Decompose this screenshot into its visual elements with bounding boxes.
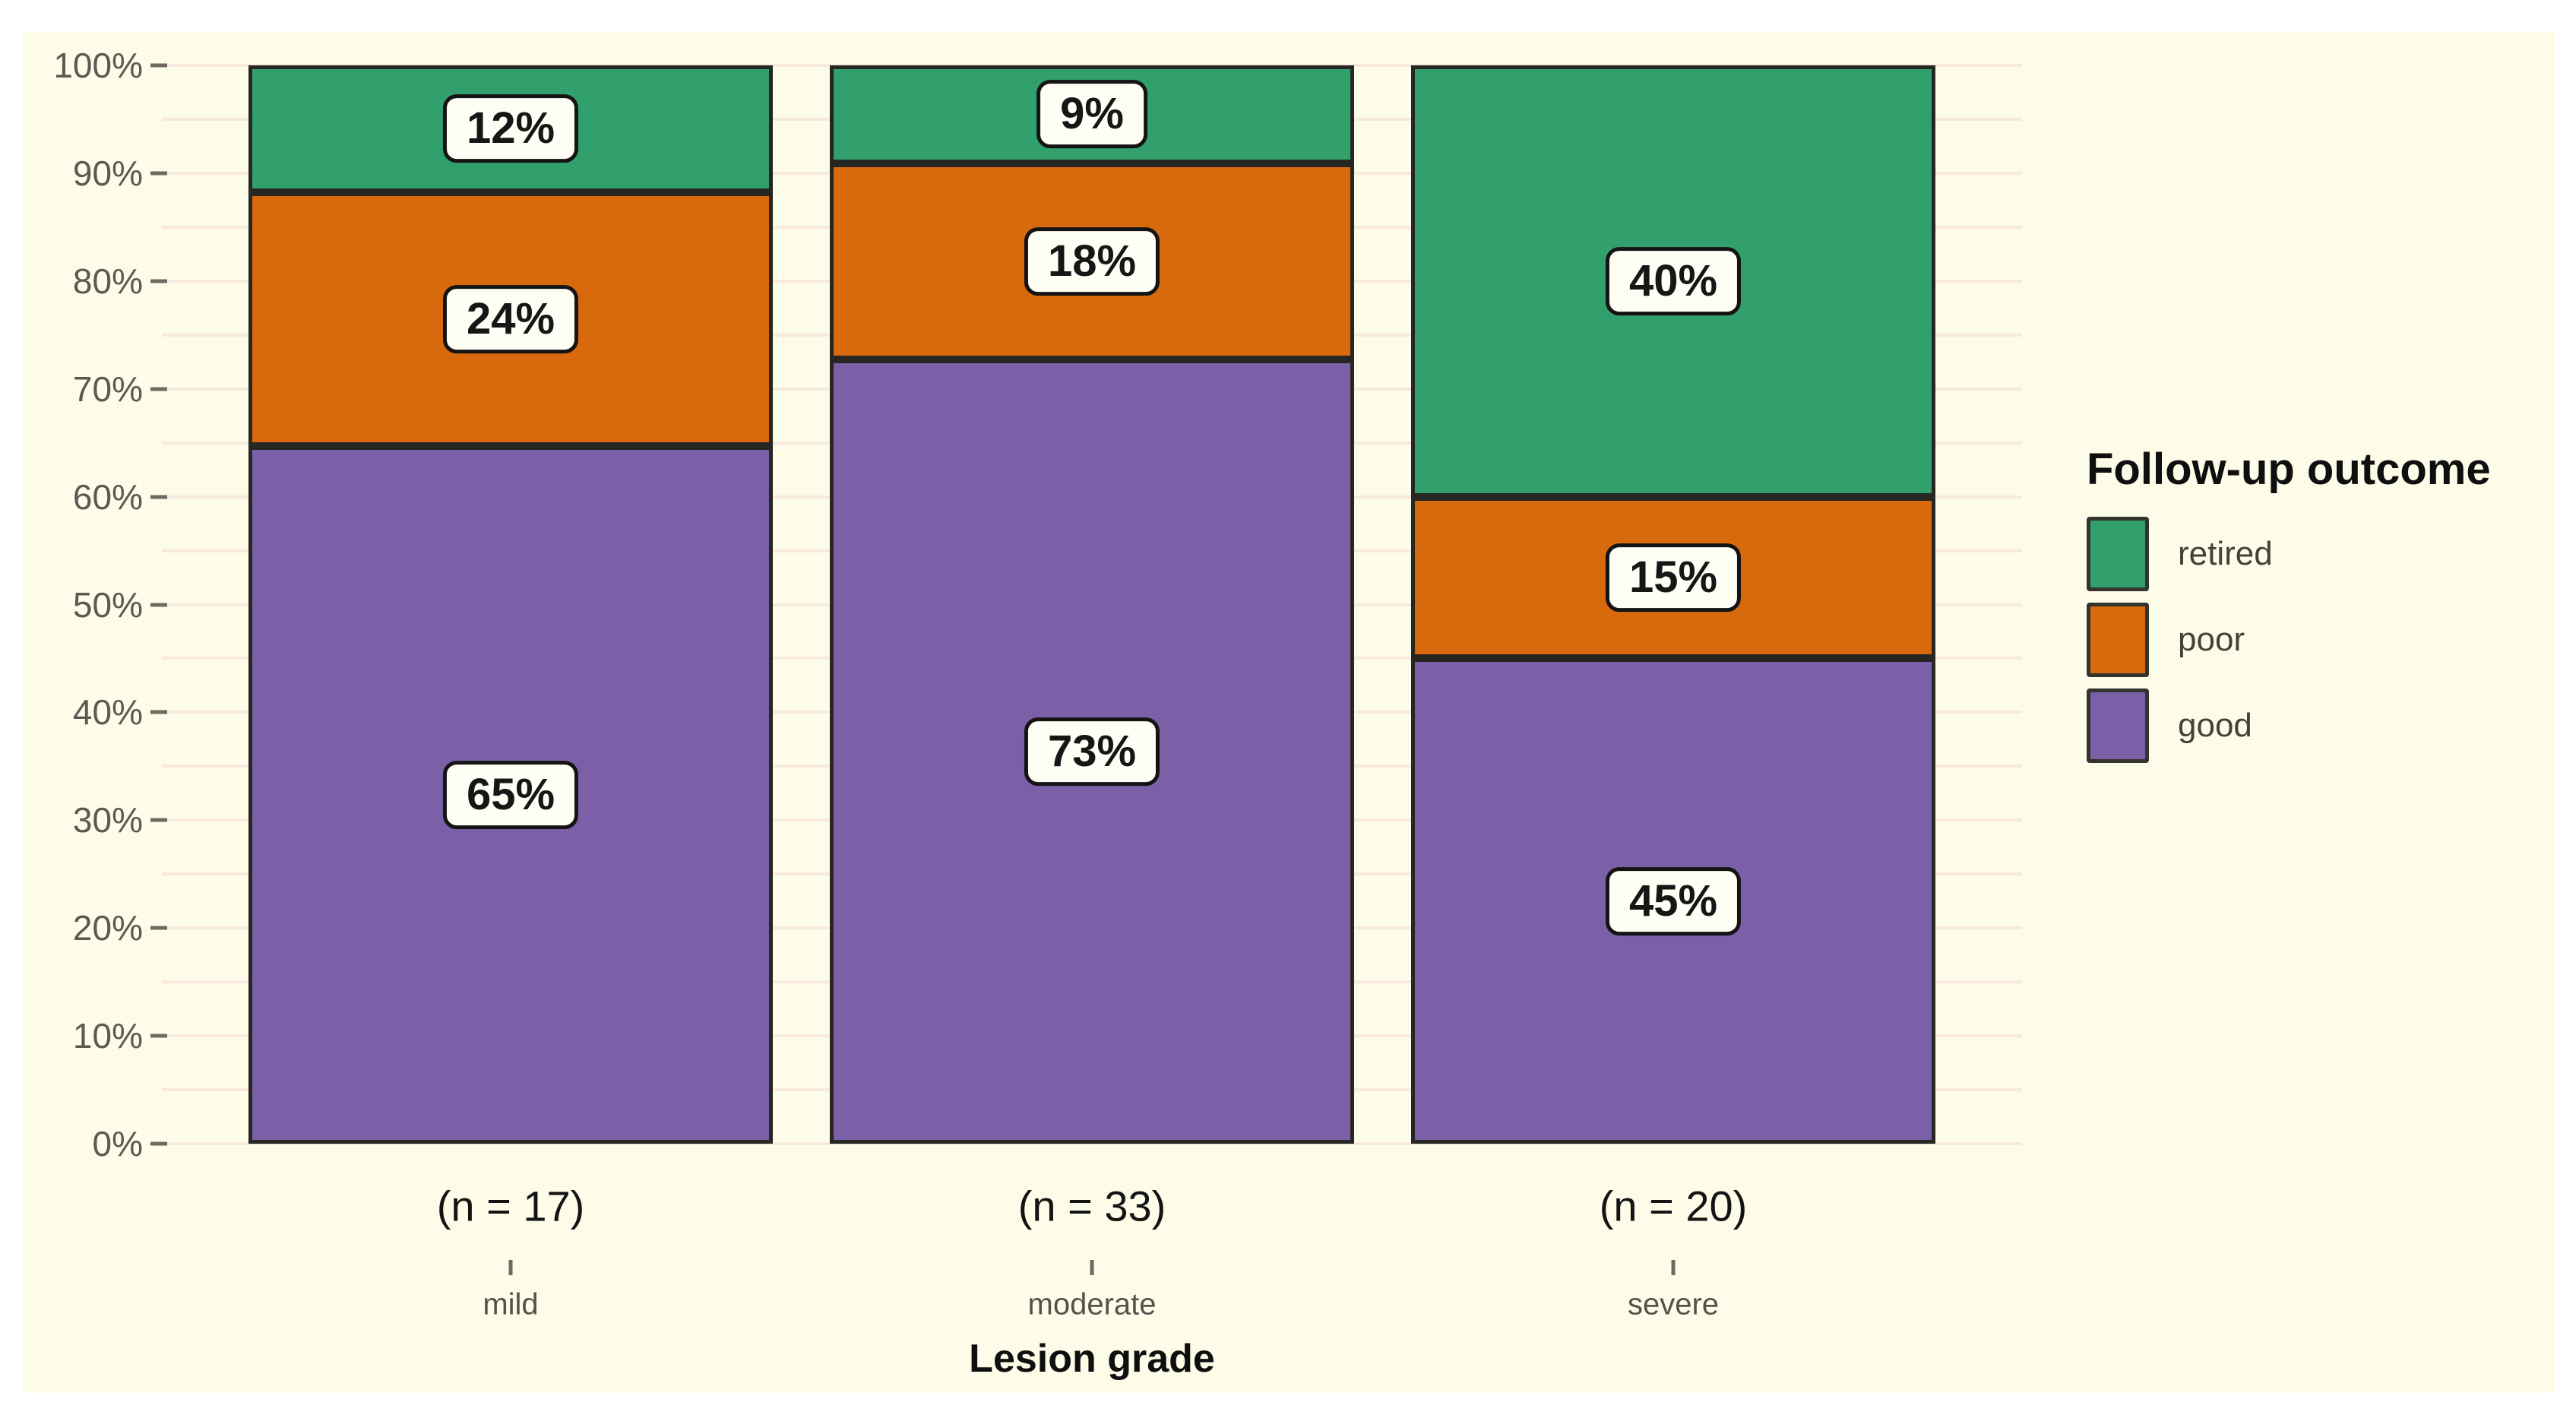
y-tick-mark-60 <box>150 495 167 499</box>
y-tick-mark-20 <box>150 926 167 930</box>
y-tick-label-30: 30% <box>72 800 143 840</box>
bar-value-label-moderate-good: 73% <box>1024 717 1160 786</box>
y-tick-mark-70 <box>150 387 167 391</box>
y-tick-label-90: 90% <box>72 153 143 193</box>
legend-item-good: good <box>2087 688 2491 763</box>
bar-value-label-severe-retired: 40% <box>1605 246 1742 315</box>
legend-swatch-retired <box>2087 516 2149 591</box>
n-label-severe: (n = 20) <box>1599 1182 1748 1230</box>
legend-label-good: good <box>2178 706 2252 744</box>
y-tick-label-0: 0% <box>92 1124 143 1163</box>
y-tick-label-80: 80% <box>72 261 143 301</box>
n-label-moderate: (n = 33) <box>1017 1182 1166 1230</box>
legend-title: Follow-up outcome <box>2087 445 2491 494</box>
bar-severe: 40% 15% 45% <box>1411 65 1935 1144</box>
y-tick-mark-90 <box>150 171 167 176</box>
legend-label-poor: poor <box>2178 620 2245 658</box>
legend-item-poor: poor <box>2087 602 2491 677</box>
y-tick-mark-30 <box>150 818 167 822</box>
legend: Follow-up outcome retired poor good <box>2087 445 2491 774</box>
bar-value-label-severe-good: 45% <box>1605 866 1742 935</box>
y-tick-mark-50 <box>150 603 167 606</box>
y-tick-label-50: 50% <box>72 584 143 625</box>
bar-value-label-moderate-retired: 9% <box>1036 80 1147 149</box>
legend-item-retired: retired <box>2087 516 2491 591</box>
legend-label-retired: retired <box>2178 534 2273 572</box>
x-axis-title: Lesion grade <box>969 1337 1215 1381</box>
bar-moderate: 9% 18% 73% <box>830 65 1354 1144</box>
y-tick-label-20: 20% <box>72 908 143 948</box>
y-tick-label-10: 10% <box>72 1016 143 1056</box>
y-tick-label-100: 100% <box>53 46 143 85</box>
legend-swatch-good <box>2087 688 2149 763</box>
bar-mild: 12% 24% 65% <box>248 65 773 1144</box>
category-label-mild: mild <box>483 1287 539 1322</box>
bar-value-label-mild-retired: 12% <box>442 94 579 163</box>
bar-segment-severe-good <box>1411 658 1935 1144</box>
legend-swatch-poor <box>2087 602 2149 677</box>
x-tick-mark-mild <box>508 1260 513 1275</box>
bar-value-label-mild-good: 65% <box>442 760 579 829</box>
legend-items: retired poor good <box>2087 516 2491 763</box>
y-tick-label-60: 60% <box>72 476 143 517</box>
y-tick-mark-100 <box>150 63 167 68</box>
category-label-severe: severe <box>1627 1287 1720 1322</box>
bar-value-label-moderate-poor: 18% <box>1024 227 1160 296</box>
category-label-moderate: moderate <box>1027 1287 1157 1322</box>
n-label-mild: (n = 17) <box>436 1182 585 1230</box>
bar-value-label-mild-poor: 24% <box>442 284 579 353</box>
y-tick-mark-0 <box>150 1141 167 1146</box>
bar-value-label-severe-poor: 15% <box>1605 543 1742 612</box>
y-tick-mark-10 <box>150 1034 167 1038</box>
y-tick-mark-80 <box>150 279 167 283</box>
gridline-0 <box>162 1142 2022 1145</box>
x-tick-mark-severe <box>1671 1260 1676 1275</box>
x-tick-mark-moderate <box>1090 1260 1094 1275</box>
y-tick-label-40: 40% <box>72 692 143 733</box>
y-tick-mark-40 <box>150 710 167 714</box>
y-tick-label-70: 70% <box>72 369 143 409</box>
